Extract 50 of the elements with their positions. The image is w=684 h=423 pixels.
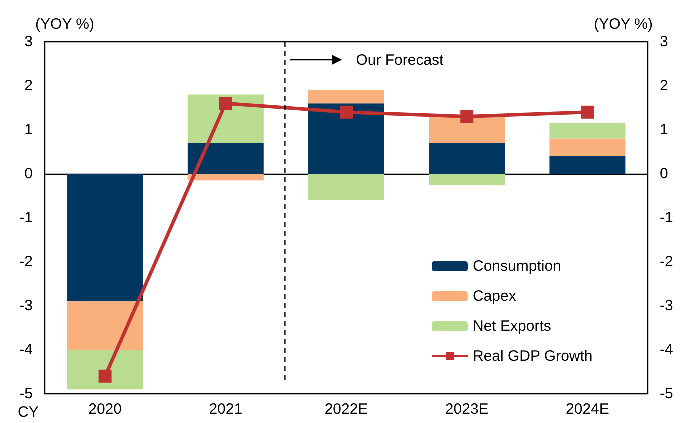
bar [67,350,144,390]
y2-tick-label: -1 [660,210,674,226]
bar [188,143,264,174]
y-tick-label: 2 [24,78,33,94]
point [98,370,112,383]
y-tick-label: 3 [24,34,33,50]
legend-label: Consumption [473,258,562,275]
annotation: Our Forecast [356,52,445,69]
bar [429,143,506,174]
point [340,106,353,119]
point [460,110,474,124]
bar [550,123,626,139]
y2-tick-label: -4 [660,342,674,358]
y-tick-label: 0 [24,166,33,182]
bar [550,138,626,156]
bar [67,302,144,350]
y-tick-label: -1 [20,210,33,226]
y-tick-label: -4 [20,342,33,358]
y2-axis-title: (YOY %) [594,16,653,33]
y-tick-label: 1 [24,122,33,138]
y2-tick-label: 1 [660,122,668,138]
y-tick-label: -2 [20,254,33,270]
y-axis-title: (YOY %) [36,16,94,33]
y2-tick-label: 3 [660,34,668,50]
x-tick-label: 2022E [324,401,368,418]
bar [429,116,506,144]
bar [429,174,506,185]
y-tick-label: -5 [20,386,33,402]
y2-tick-label: -5 [660,386,674,402]
legend-label: Real GDP Growth [473,348,593,365]
y2-tick-label: -3 [660,298,674,314]
point [581,106,594,119]
bar [67,174,144,302]
y2-tick-label: 0 [660,166,668,182]
bar [188,174,264,181]
y-tick-label: -3 [20,298,33,314]
x-tick-label: 2020 [88,401,122,418]
y2-tick-label: -2 [660,254,674,270]
bar [308,104,384,174]
legend-label: Net Exports [473,318,552,335]
legend-label: Capex [473,288,517,305]
bar [550,156,626,174]
point [219,97,232,110]
bar [308,90,384,104]
text: CY [18,404,39,421]
y2-tick-label: 2 [660,78,668,94]
x-tick-label: 2021 [209,401,243,418]
x-tick-label: 2024E [566,401,610,418]
bar [308,174,384,200]
x-tick-label: 2023E [445,401,489,418]
